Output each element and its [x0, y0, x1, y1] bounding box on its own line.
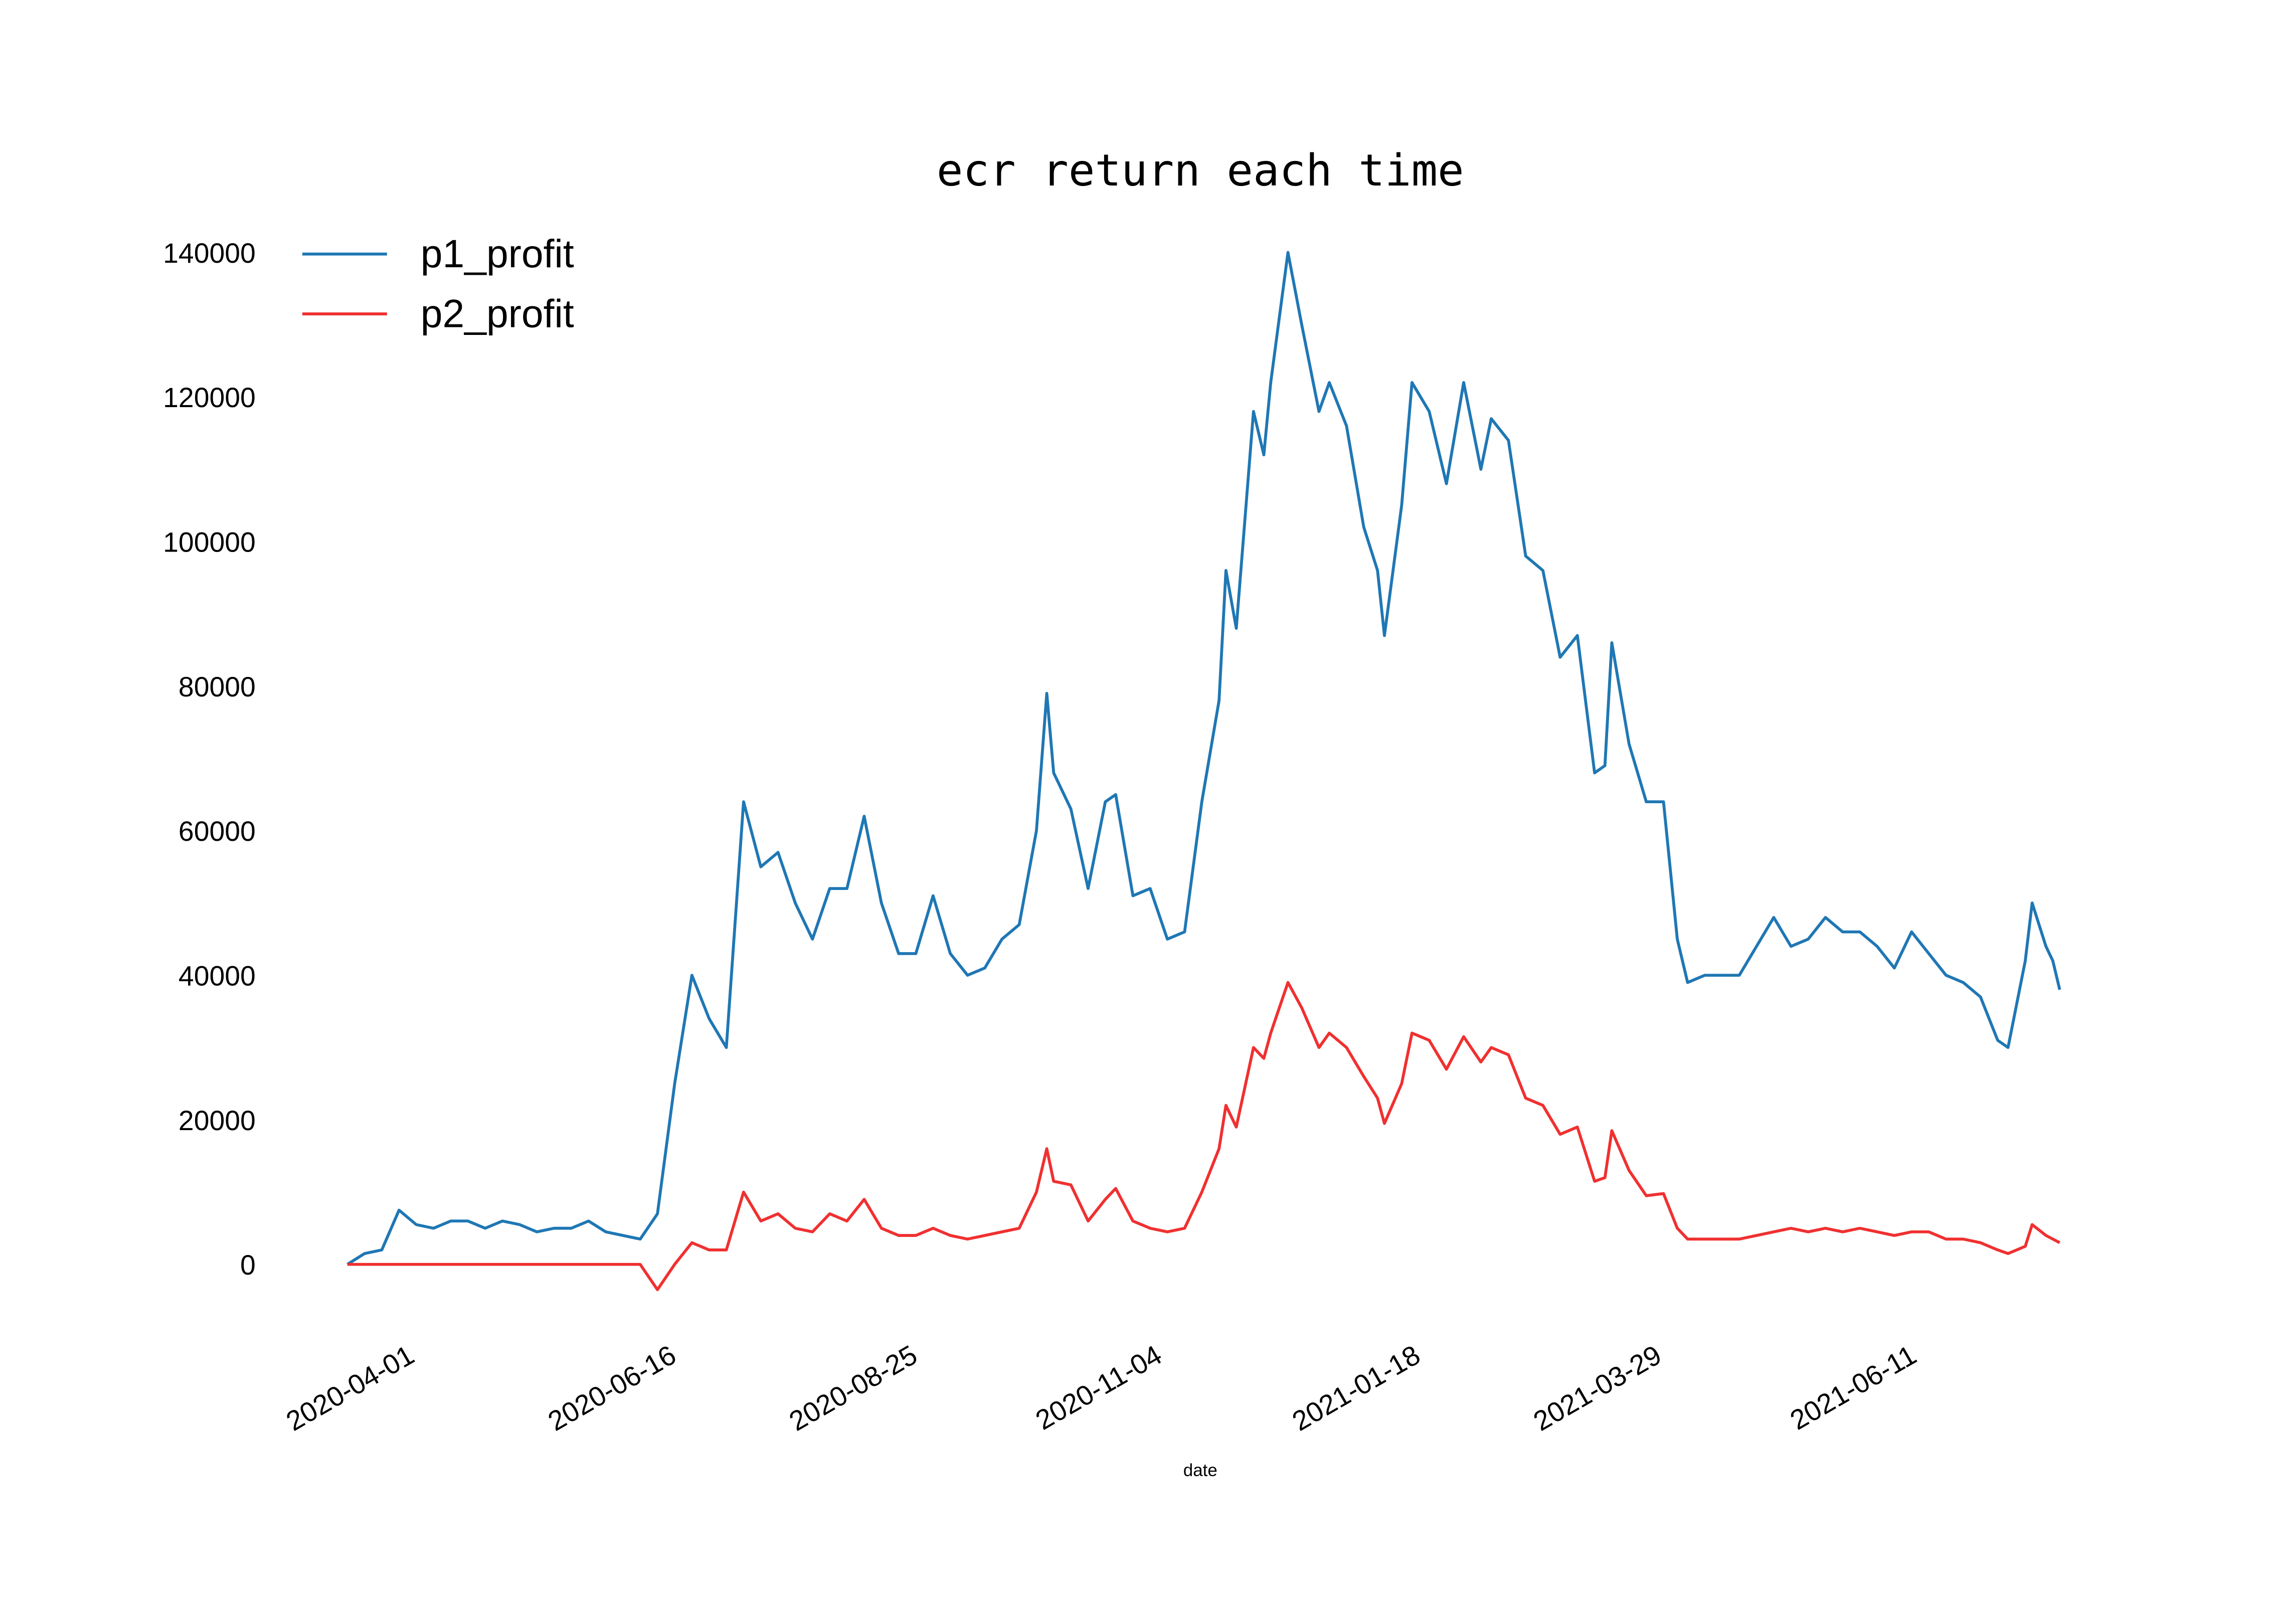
x-tick-label: 2021-01-18	[1287, 1339, 1425, 1437]
x-axis-label: date	[1183, 1461, 1217, 1480]
y-tick-label: 140000	[163, 238, 256, 269]
x-tick-label: 2020-04-01	[281, 1339, 419, 1437]
y-tick-label: 0	[240, 1249, 256, 1281]
y-tick-label: 60000	[179, 816, 256, 847]
x-tick-label: 2020-08-25	[784, 1339, 922, 1437]
y-tick-label: 80000	[179, 671, 256, 702]
x-tick-label: 2021-03-29	[1528, 1339, 1666, 1437]
y-tick-label: 40000	[179, 960, 256, 991]
x-tick-label: 2020-06-16	[543, 1339, 681, 1437]
legend-label: p2_profit	[421, 291, 574, 335]
y-tick-label: 120000	[163, 382, 256, 413]
chart-title: ecr return each time	[937, 145, 1464, 196]
y-tick-label: 20000	[179, 1105, 256, 1136]
x-tick-label: 2020-11-04	[1030, 1339, 1167, 1436]
legend-label: p1_profit	[421, 232, 574, 276]
data-line	[346, 251, 2061, 1266]
y-tick-label: 100000	[163, 527, 256, 558]
data-line	[347, 981, 2061, 1292]
x-tick-label: 2021-06-11	[1785, 1339, 1921, 1436]
